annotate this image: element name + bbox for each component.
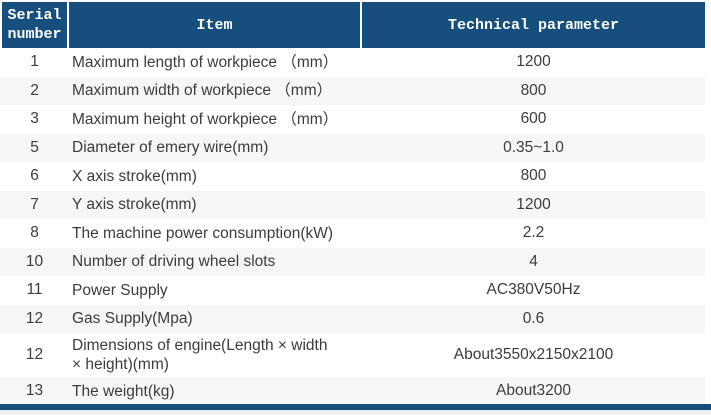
- item-cell: The weight(kg): [72, 382, 175, 400]
- page-bottom-strip: [0, 410, 711, 415]
- serial-cell: 12: [25, 346, 44, 363]
- param-cell: About3550x2150x2100: [453, 346, 614, 363]
- serial-cell: 5: [30, 138, 39, 156]
- serial-cell: 10: [25, 252, 44, 270]
- param-cell: 0.35~1.0: [503, 138, 564, 156]
- item-cell: Power Supply: [72, 281, 168, 299]
- bottom-accent-bar: [0, 404, 711, 410]
- table-row: 3 Maximum height of workpiece （mm） 600: [0, 105, 705, 134]
- table-row: 6 X axis stroke(mm) 800: [0, 162, 705, 191]
- table-row: 12 Gas Supply(Mpa) 0.6: [0, 304, 705, 333]
- header-item: Item: [69, 2, 362, 48]
- param-cell: 0.6: [522, 309, 545, 327]
- item-cell: Maximum height of workpiece （mm）: [72, 110, 339, 128]
- param-cell: 1200: [516, 53, 551, 71]
- header-technical-parameter: Technical parameter: [447, 16, 620, 34]
- serial-cell: 8: [30, 224, 39, 242]
- serial-cell: 6: [30, 167, 39, 185]
- item-cell: Dimensions of engine(Length × width × he…: [72, 337, 328, 373]
- table-row: 5 Diameter of emery wire(mm) 0.35~1.0: [0, 133, 705, 162]
- param-cell: 800: [520, 81, 547, 99]
- serial-cell: 7: [30, 195, 39, 213]
- table-body: 1 Maximum length of workpiece （mm） 1200 …: [0, 48, 705, 406]
- table-row: 13 The weight(kg) About3200: [0, 377, 705, 406]
- spec-table: Serial number Item Technical parameter 1…: [0, 2, 705, 406]
- serial-cell: 1: [30, 53, 39, 71]
- item-cell: Y axis stroke(mm): [72, 196, 197, 214]
- item-cell: X axis stroke(mm): [72, 167, 197, 185]
- item-cell: The machine power consumption(kW): [72, 224, 334, 242]
- param-cell: 800: [520, 167, 547, 185]
- item-cell: Diameter of emery wire(mm): [72, 139, 269, 157]
- header-serial-number: Serial number: [2, 2, 69, 48]
- table-row: 12 Dimensions of engine(Length × width ×…: [0, 333, 705, 377]
- serial-cell: 3: [30, 110, 39, 128]
- table-row: 10 Number of driving wheel slots 4: [0, 247, 705, 276]
- table-header-row: Serial number Item Technical parameter: [2, 2, 705, 48]
- serial-cell: 11: [26, 281, 43, 299]
- param-cell: 1200: [516, 195, 551, 213]
- serial-cell: 13: [25, 382, 44, 400]
- param-cell: 600: [520, 110, 547, 128]
- param-cell: 4: [529, 252, 538, 270]
- param-cell: About3200: [496, 382, 571, 400]
- item-cell: Maximum width of workpiece （mm）: [72, 82, 333, 100]
- table-row: 7 Y axis stroke(mm) 1200: [0, 190, 705, 219]
- serial-cell: 2: [30, 81, 39, 99]
- param-cell: 2.2: [522, 224, 545, 242]
- table-row: 1 Maximum length of workpiece （mm） 1200: [0, 48, 705, 77]
- item-cell: Gas Supply(Mpa): [72, 310, 193, 328]
- serial-cell: 12: [25, 309, 44, 327]
- table-row: 11 Power Supply AC380V50Hz: [0, 276, 705, 305]
- item-cell: Number of driving wheel slots: [72, 253, 276, 271]
- table-row: 2 Maximum width of workpiece （mm） 800: [0, 76, 705, 105]
- param-cell: AC380V50Hz: [486, 281, 581, 299]
- table-row: 8 The machine power consumption(kW) 2.2: [0, 219, 705, 248]
- item-cell: Maximum length of workpiece （mm）: [72, 53, 339, 71]
